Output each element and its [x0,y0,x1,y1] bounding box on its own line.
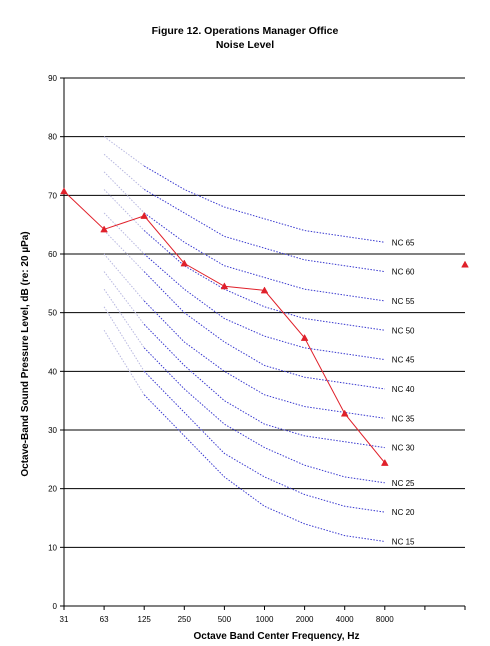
curve-nc-60-low-segment [103,153,145,190]
measured-point-500 [220,282,229,290]
curve-nc-60 [103,153,385,273]
x-tick-label-63: 63 [100,615,109,624]
chart-title: Figure 12. Operations Manager Office [151,25,339,37]
y-tick-label-40: 40 [48,367,57,376]
curve-label-nc-35: NC 35 [392,414,415,423]
curve-nc-50-low-segment [103,189,145,231]
curve-nc-15 [103,330,385,542]
measured-point-1000 [260,286,269,294]
curve-label-nc-50: NC 50 [392,326,415,335]
measured-point-8000 [380,458,389,466]
curve-nc-40-line [143,271,385,390]
chart-subtitle: Noise Level [215,39,275,51]
y-tick-label-20: 20 [48,485,57,494]
curve-nc-40-low-segment [103,230,145,272]
x-tick-label-31: 31 [60,615,69,624]
y-tick-label-30: 30 [48,426,57,435]
x-tick-label-8000: 8000 [376,615,394,624]
y-tick-label-80: 80 [48,133,57,142]
curve-nc-30 [103,271,385,449]
curve-nc-20-line [143,370,385,513]
x-tick-label-125: 125 [138,615,152,624]
chart-title-block: Figure 12. Operations Manager Office Noi… [0,24,490,52]
curve-nc-35-line [143,300,385,419]
x-tick-label-500: 500 [218,615,232,624]
curve-label-nc-45: NC 45 [392,356,415,365]
curve-label-nc-15: NC 15 [392,537,415,546]
curve-nc-50-line [143,230,385,331]
y-tick-label-60: 60 [48,250,57,259]
curve-nc-65 [103,136,385,243]
curve-nc-25 [103,288,385,484]
x-tick-label-1000: 1000 [256,615,274,624]
curve-nc-45-line [143,253,385,361]
curve-nc-20-low-segment [103,306,145,372]
curve-nc-55-line [143,212,385,302]
curve-nc-65-line [143,165,385,243]
curve-label-nc-40: NC 40 [392,385,415,394]
y-axis-title: Octave-Band Sound Pressure Level, dB (re… [20,231,31,476]
curve-nc-60-line [143,189,385,273]
curve-label-nc-30: NC 30 [392,444,415,453]
measured-point-31 [60,187,68,195]
y-tick-label-50: 50 [48,309,57,318]
measured-point-250 [180,259,189,267]
curve-nc-30-low-segment [103,271,145,325]
y-tick-label-10: 10 [48,543,57,552]
x-tick-label-4000: 4000 [336,615,354,624]
curve-nc-25-line [143,347,385,484]
measured-point-63 [100,225,108,233]
curve-nc-15-line [143,394,385,542]
y-tick-label-90: 90 [48,74,57,83]
measured-line [63,190,386,464]
x-tick-label-2000: 2000 [296,615,314,624]
curve-nc-45 [103,212,385,361]
curve-nc-55 [103,171,385,302]
curve-nc-35 [103,253,385,419]
x-axis-title: Octave Band Center Frequency, Hz [194,631,360,642]
measured-point-125 [140,211,149,219]
x-tick-label-250: 250 [178,615,192,624]
curve-label-nc-60: NC 60 [392,268,415,277]
curve-nc-30-line [143,324,385,449]
curve-label-nc-55: NC 55 [392,297,415,306]
y-tick-label-0: 0 [53,602,58,611]
measured-point-extra [461,260,469,268]
y-tick-label-70: 70 [48,191,57,200]
curve-nc-20 [103,306,385,513]
curve-label-nc-65: NC 65 [392,238,415,247]
measured-point-2000 [300,333,309,341]
curve-nc-50 [103,189,385,331]
curve-nc-40 [103,230,385,390]
measured-point-4000 [340,409,349,417]
curve-label-nc-25: NC 25 [392,479,415,488]
curve-nc-35-low-segment [103,253,145,302]
curve-nc-65-low-segment [103,136,145,167]
curve-nc-15-low-segment [103,330,145,396]
curve-label-nc-20: NC 20 [392,508,415,517]
curve-nc-45-low-segment [103,212,145,255]
curve-nc-55-low-segment [103,171,145,214]
